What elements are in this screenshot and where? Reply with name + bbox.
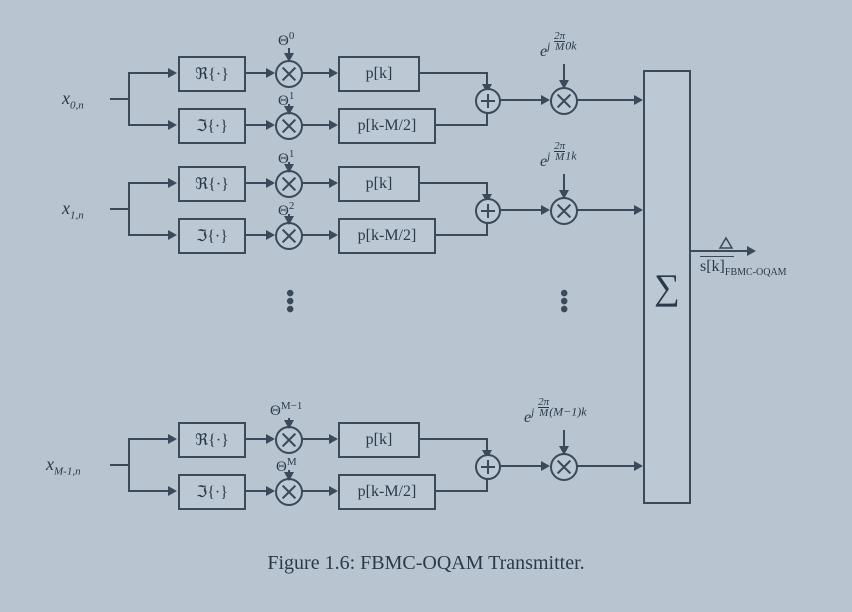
input-x1: x1,n [62,198,84,222]
input-x0: x0,n [62,88,84,112]
re-box-M: ℜ{·} [178,422,246,458]
adder-M [475,454,501,480]
sum-block: ∑ [643,70,691,504]
exp-label-0: ej 2π M 0k [540,38,577,61]
filter-pk-Ma: p[k] [338,422,420,458]
phase-mixer-1a [275,170,303,198]
carrier-mixer-0 [550,87,578,115]
figure-caption: Figure 1.6: FBMC-OQAM Transmitter. [0,552,852,575]
im-box-0: ℑ{·} [178,108,246,144]
adder-1 [475,198,501,224]
vdots-1: ••• [286,290,294,314]
adder-0 [475,88,501,114]
carrier-mixer-1 [550,197,578,225]
exp-label-1: ej 2π M 1k [540,148,577,171]
phase-mixer-0a [275,60,303,88]
phase-mixer-Ma [275,426,303,454]
im-box-1: ℑ{·} [178,218,246,254]
diagram-canvas: x0,n ℜ{·} ℑ{·} Θ0 Θ1 p[k] p[k-M/2] [0,0,852,612]
filter-pkm-1b: p[k-M/2] [338,218,436,254]
theta-0: Θ0 [278,30,294,50]
re-box-0: ℜ{·} [178,56,246,92]
filter-pk-0a: p[k] [338,56,420,92]
re-box-1: ℜ{·} [178,166,246,202]
output-label: s[k]FBMC-OQAM [700,258,787,278]
im-box-M: ℑ{·} [178,474,246,510]
phase-mixer-Mb [275,478,303,506]
filter-pk-1a: p[k] [338,166,420,202]
filter-pkm-Mb: p[k-M/2] [338,474,436,510]
phase-mixer-0b [275,112,303,140]
exp-label-M: ej 2π M (M−1)k [524,404,587,427]
vdots-2: ••• [560,290,568,314]
phase-mixer-1b [275,222,303,250]
input-xM: xM-1,n [46,454,81,478]
output-marker-icon [718,236,732,248]
theta-M1: ΘM−1 [270,400,302,420]
carrier-mixer-M [550,453,578,481]
filter-pkm-0b: p[k-M/2] [338,108,436,144]
